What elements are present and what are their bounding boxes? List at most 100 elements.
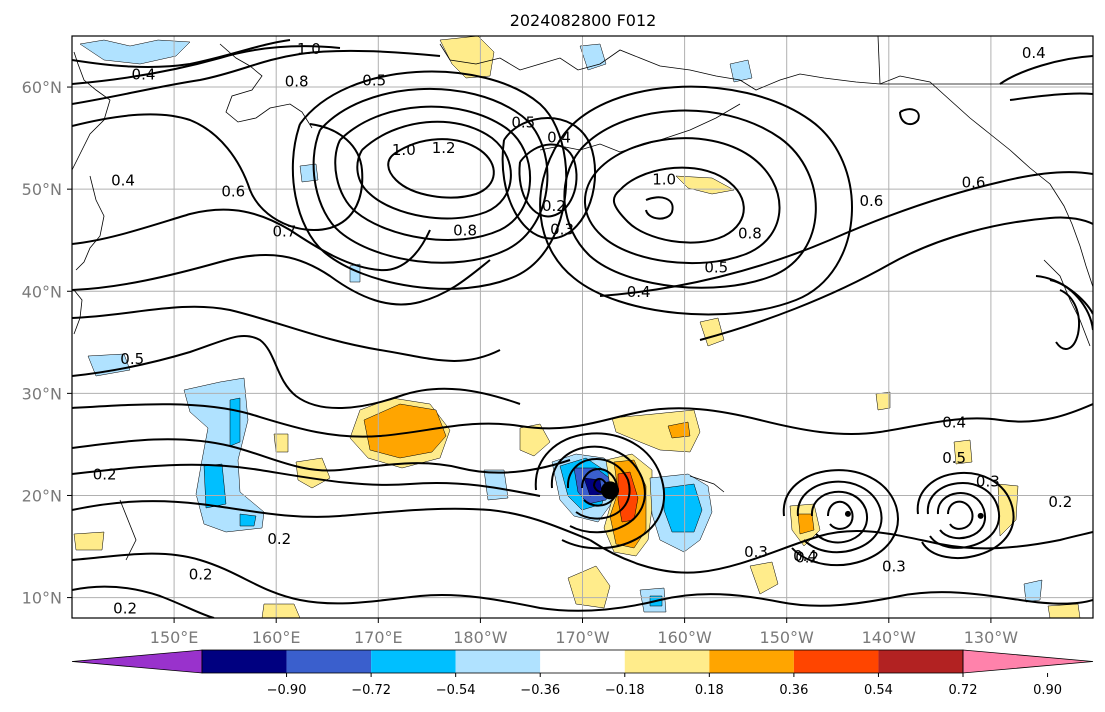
contour-line xyxy=(947,500,974,530)
contour-label: 0.4 xyxy=(627,283,651,301)
y-tick-label: 10°N xyxy=(22,589,62,608)
chart-title: 2024082800 F012 xyxy=(510,11,657,30)
contour-line xyxy=(72,335,521,410)
contour-label: 0.4 xyxy=(111,171,135,189)
shaded-region xyxy=(73,531,105,551)
map-area: 1.00.4 0.8 0.50.40.51.0 1.20.40.60.7 0.80.20… xyxy=(72,36,1093,618)
contour-line xyxy=(589,529,1093,574)
contour-line xyxy=(72,208,431,272)
shaded-region xyxy=(183,377,265,533)
contour-label: 0.4 xyxy=(942,413,966,431)
contour-line xyxy=(1055,289,1080,350)
coastline xyxy=(877,36,881,85)
low-center-marker xyxy=(601,481,620,500)
shaded-region xyxy=(749,561,779,595)
contour-line xyxy=(645,196,674,220)
coastline xyxy=(73,289,83,335)
contour-line xyxy=(534,432,666,550)
contour-line xyxy=(550,445,646,534)
shaded-region xyxy=(273,433,289,453)
contour-label: 0.3 xyxy=(882,557,906,575)
contour-line xyxy=(501,117,597,240)
contour-line xyxy=(899,108,920,126)
contour-line xyxy=(72,39,291,68)
contour-line xyxy=(72,463,541,497)
colorbar-segment xyxy=(371,650,456,673)
colorbar-frame xyxy=(201,649,964,674)
shaded-region xyxy=(519,423,551,457)
y-tick-label: 20°N xyxy=(22,486,62,505)
colorbar-tick-label: −0.54 xyxy=(436,683,476,698)
contour-line xyxy=(72,552,1093,612)
x-tick-label: 160°W xyxy=(657,628,712,647)
contour-label: 0.2 xyxy=(1048,493,1072,511)
colorbar-tick-label: 0.54 xyxy=(864,683,893,698)
contour-label: 0.3 xyxy=(976,473,1000,491)
contour-label: 0.6 xyxy=(860,192,884,210)
contour-label: 0.6 xyxy=(962,174,986,192)
colorbar-tick-label: −0.90 xyxy=(267,683,307,698)
colorbar-segment xyxy=(878,650,963,673)
colorbar-extend-low xyxy=(71,649,203,674)
shaded-region xyxy=(79,39,191,65)
contour-line xyxy=(72,500,591,541)
x-tick-label: 160°E xyxy=(252,628,301,647)
y-axis-ticks: 10°N 20°N 30°N 40°N 50°N 60°N xyxy=(22,78,72,608)
contour-line xyxy=(72,253,491,306)
contour-label: 0.2 xyxy=(542,197,566,215)
colorbar-segment xyxy=(286,650,372,673)
shaded-region xyxy=(663,483,703,533)
coastline xyxy=(1043,259,1091,347)
coastline xyxy=(439,43,1093,289)
shaded-region xyxy=(579,43,607,71)
colorbar-tick-label: 0.18 xyxy=(695,683,724,698)
contour-label: 0.2 xyxy=(795,548,819,566)
shaded-region xyxy=(611,409,701,453)
x-tick-label: 170°E xyxy=(354,628,403,647)
contour-label: 0.5 xyxy=(942,449,966,467)
contour-line xyxy=(539,85,853,316)
y-tick-label: 30°N xyxy=(22,384,62,403)
contour-line xyxy=(599,171,1093,297)
colorbar-tick-label: −0.72 xyxy=(351,683,391,698)
contour-label: 1.2 xyxy=(432,139,456,157)
contour-label: 0.8 xyxy=(285,72,309,90)
contour-label: 1.0 xyxy=(392,141,416,159)
y-tick-label: 40°N xyxy=(22,282,62,301)
contour-labels: 1.00.4 0.8 0.50.40.51.0 1.20.40.60.7 0.80.20… xyxy=(93,40,1073,618)
contour-label: 0.4 xyxy=(547,129,571,147)
contour-line xyxy=(72,403,1093,438)
low-center-marker xyxy=(844,510,851,517)
y-tick-label: 50°N xyxy=(22,180,62,199)
x-tick-label: 140°W xyxy=(862,628,917,647)
colorbar-segment xyxy=(793,650,879,673)
contour-line xyxy=(291,70,568,290)
low-markers xyxy=(601,481,984,519)
colorbar-extend-high xyxy=(962,649,1094,674)
colorbar-segment xyxy=(455,650,541,673)
contour-label: 0.5 xyxy=(120,350,144,368)
contour-line xyxy=(999,55,1093,85)
x-tick-label: 180°W xyxy=(453,628,508,647)
contour-label: 0.5 xyxy=(704,258,728,276)
contour-line xyxy=(1035,275,1093,315)
contour-line xyxy=(916,472,1015,559)
contour-line xyxy=(926,482,1001,549)
shaded-region xyxy=(261,603,301,618)
contour-label: 1.0 xyxy=(297,40,321,58)
x-axis-ticks: 150°E 160°E 170°E 180°W 170°W 160°W 150°W 140°W… xyxy=(150,618,1018,647)
shaded-region xyxy=(875,391,891,411)
coastline xyxy=(75,175,105,271)
colorbar: −0.90 −0.72 −0.54 −0.36 −0.18 0.18 0.36 0.54 0.7… xyxy=(71,649,1094,698)
coastline xyxy=(689,475,725,493)
contour-label: 0.6 xyxy=(221,183,245,201)
contour-lines xyxy=(72,39,1093,618)
contour-line xyxy=(1009,92,1093,101)
shaded-region xyxy=(239,513,257,527)
shaded-region xyxy=(729,59,753,83)
contour-label: 0.4 xyxy=(793,547,817,565)
contour-line xyxy=(72,585,215,618)
contour-label: 0.8 xyxy=(738,225,762,243)
